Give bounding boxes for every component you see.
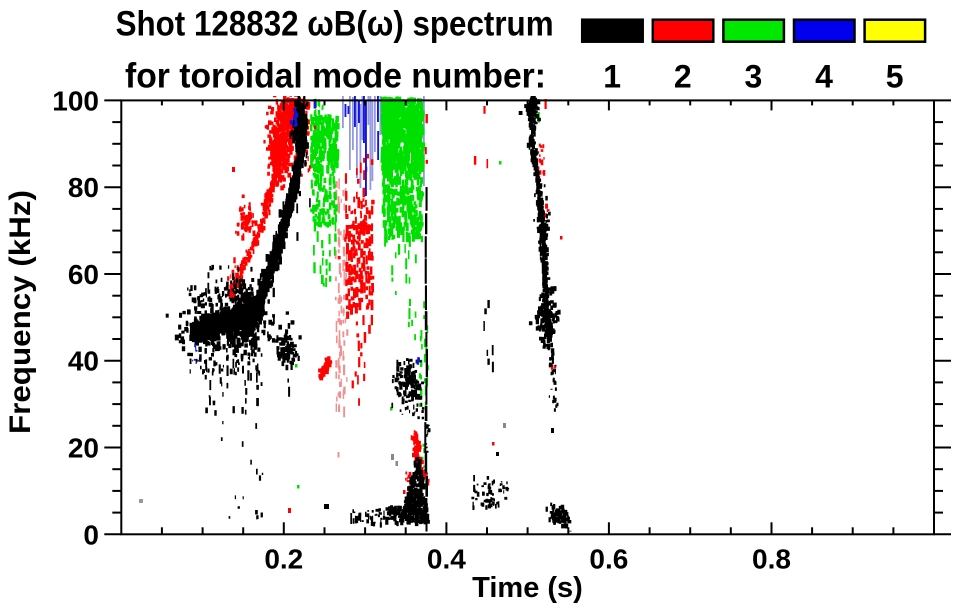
svg-text:5: 5 xyxy=(886,58,904,94)
svg-text:Time (s): Time (s) xyxy=(472,572,583,604)
svg-text:80: 80 xyxy=(68,172,99,203)
svg-text:100: 100 xyxy=(52,85,99,116)
svg-text:3: 3 xyxy=(745,58,763,94)
svg-text:20: 20 xyxy=(68,433,99,464)
svg-text:0.4: 0.4 xyxy=(427,544,466,575)
svg-text:Shot 128832 ωB(ω) spectrum: Shot 128832 ωB(ω) spectrum xyxy=(116,5,554,44)
svg-text:1: 1 xyxy=(603,58,621,94)
svg-text:2: 2 xyxy=(674,58,692,94)
svg-text:for toroidal mode number:: for toroidal mode number: xyxy=(125,56,546,95)
svg-text:Frequency (kHz): Frequency (kHz) xyxy=(4,190,37,434)
svg-text:4: 4 xyxy=(815,58,833,94)
svg-text:0.6: 0.6 xyxy=(589,544,628,575)
svg-text:0: 0 xyxy=(83,519,99,550)
svg-text:0.2: 0.2 xyxy=(264,544,303,575)
svg-text:60: 60 xyxy=(68,259,99,290)
svg-text:40: 40 xyxy=(68,346,99,377)
svg-text:0.8: 0.8 xyxy=(752,544,791,575)
